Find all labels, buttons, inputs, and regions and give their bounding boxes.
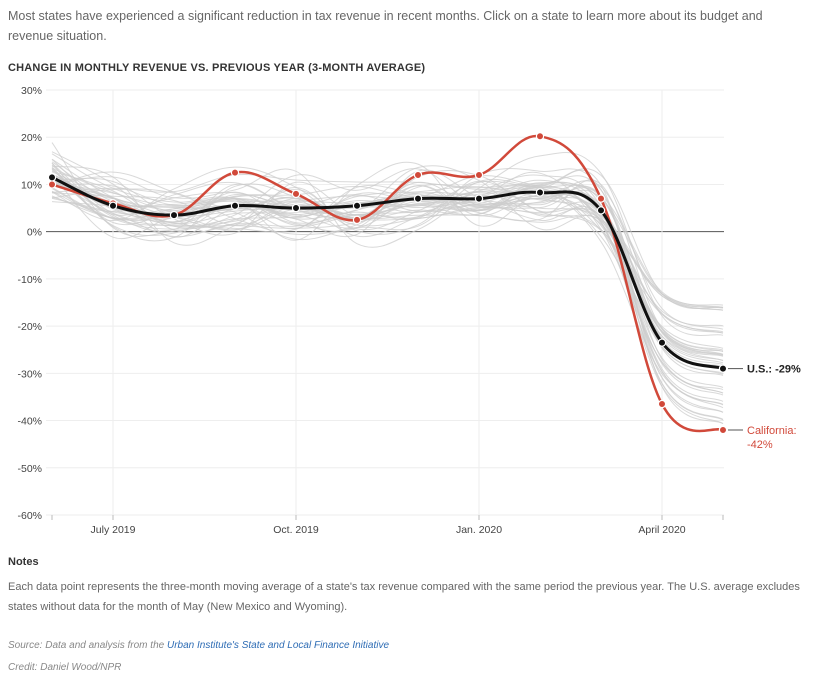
state-line[interactable]: [51, 152, 724, 336]
state-line[interactable]: [51, 174, 724, 409]
us-point: [535, 188, 545, 197]
california-point: [657, 399, 667, 409]
us-point: [47, 173, 57, 182]
us-point: [230, 201, 240, 210]
credit-line: Credit: Daniel Wood/NPR: [8, 662, 122, 673]
y-tick-label: -60%: [17, 510, 42, 522]
notes-body: Each data point represents the three-mon…: [8, 581, 800, 613]
us-point: [108, 201, 118, 210]
us-point: [657, 338, 667, 347]
y-tick-label: -30%: [17, 368, 42, 380]
california-point: [291, 189, 301, 199]
source-prefix: Source: Data and analysis from the: [8, 640, 167, 651]
y-tick-label: 10%: [21, 179, 42, 191]
y-tick-label: 0%: [27, 227, 42, 239]
us-end-label: U.S.: -29%: [747, 364, 801, 376]
california-series-line: [51, 134, 724, 433]
california-point: [596, 194, 606, 203]
y-tick-label: 20%: [21, 132, 42, 144]
grid-layer: [46, 89, 724, 520]
state-line[interactable]: [51, 165, 724, 391]
california-point: [535, 132, 545, 141]
y-tick-label: -40%: [17, 416, 42, 428]
us-point: [352, 201, 362, 210]
x-tick-label: July 2019: [91, 524, 136, 536]
us-point: [413, 194, 423, 203]
california-end-label: California:: [747, 425, 797, 437]
california-point: [413, 170, 423, 180]
state-line[interactable]: [51, 168, 724, 310]
source-link[interactable]: Urban Institute's State and Local Financ…: [166, 640, 390, 651]
california-point: [718, 425, 728, 435]
california-point: [352, 215, 362, 225]
us-point: [474, 194, 484, 203]
us-point: [718, 364, 728, 373]
y-tick-label: -10%: [17, 274, 42, 286]
notes-heading: Notes: [8, 556, 39, 568]
california-point: [47, 180, 57, 189]
us-point: [169, 210, 179, 220]
intro-text: Most states have experienced a significa…: [8, 9, 763, 43]
california-point: [230, 168, 240, 177]
state-line[interactable]: [51, 170, 724, 375]
california-point: [474, 170, 484, 180]
y-tick-label: -20%: [17, 321, 42, 333]
x-tick-label: Jan. 2020: [456, 524, 502, 536]
california-end-value: -42%: [747, 439, 773, 451]
y-tick-label: -50%: [17, 463, 42, 475]
state-line[interactable]: [51, 159, 724, 306]
highlight-series: [47, 132, 728, 435]
us-point: [291, 203, 301, 213]
x-tick-label: Oct. 2019: [273, 524, 319, 536]
state-line[interactable]: [51, 186, 724, 366]
source-line: Source: Data and analysis from the Urban…: [8, 640, 389, 651]
revenue-line-chart[interactable]: 30% 20% 10% 0% -10% -20% -30% -40% -50% -60% July …: [0, 78, 830, 540]
x-tick-label: April 2020: [638, 524, 685, 536]
us-point: [596, 206, 606, 215]
axis-labels: 30% 20% 10% 0% -10% -20% -30% -40% -50% -60% July …: [17, 85, 801, 536]
y-tick-label: 30%: [21, 85, 42, 97]
chart-title: CHANGE IN MONTHLY REVENUE VS. PREVIOUS Y…: [8, 62, 426, 74]
